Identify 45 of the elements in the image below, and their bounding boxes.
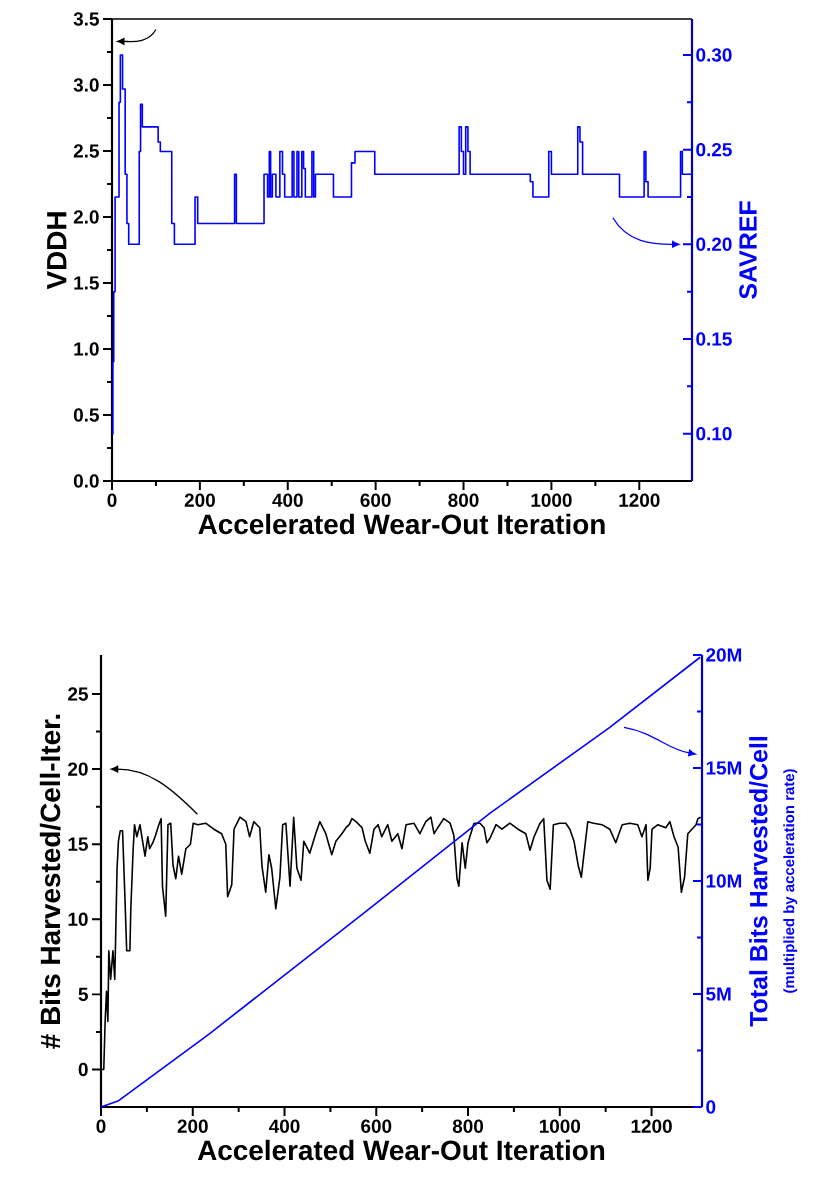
y2-tick-label: 10M	[706, 874, 742, 888]
y-tick-label: 0	[78, 1062, 88, 1077]
x-tick-label: 800	[452, 1119, 484, 1133]
y2-tick-label: 0.10	[696, 426, 732, 441]
y2-tick-label: 0.30	[696, 48, 732, 62]
y-axis-title: VDDH	[47, 212, 67, 290]
y2-tick-label: 20M	[706, 648, 742, 662]
y-tick-label: 0.0	[73, 474, 99, 488]
x-tick-label: 1000	[539, 1119, 581, 1133]
line-series	[100, 656, 701, 1108]
y-tick-label: 2.0	[73, 210, 99, 224]
x-axis-title: Accelerated Wear-Out Iteration	[197, 1139, 605, 1161]
y2-axis-title: SAVREF	[739, 201, 757, 299]
y-tick-label: 0.5	[73, 408, 99, 422]
y-tick-label: 15	[68, 837, 88, 851]
x-tick-label: 400	[272, 493, 303, 507]
x-axis-title: Accelerated Wear-Out Iteration	[198, 513, 605, 535]
y-tick-label: 10	[68, 912, 88, 926]
y-tick-label: 20	[68, 762, 88, 776]
x-tick-label: 200	[177, 1119, 208, 1133]
y-axis-title: # Bits Harvested/Cell-Iter.	[39, 714, 61, 1049]
x-tick-label: 600	[361, 1119, 392, 1133]
x-tick-label: 1000	[531, 493, 572, 507]
y2-axis-title: Total Bits Harvested/Cell	[749, 737, 768, 1027]
y2-tick-label: 5M	[706, 987, 731, 1001]
y2-tick-label: 0.25	[696, 142, 732, 157]
x-tick-label: 400	[269, 1119, 300, 1133]
x-tick-label: 200	[184, 493, 215, 507]
y-tick-label: 3.0	[73, 78, 99, 92]
x-tick-label: 1200	[619, 493, 660, 507]
x-tick-label: 800	[448, 493, 479, 507]
y2-tick-label: 15M	[706, 761, 742, 775]
text: (multiplied by acceleration rate)	[783, 769, 798, 993]
y2-tick-label: 0	[706, 1100, 716, 1114]
y2-tick-label: 0.20	[696, 237, 732, 252]
y-tick-label: 5	[78, 987, 88, 1001]
x-tick-label: 1200	[631, 1119, 672, 1133]
y-tick-label: 1.5	[74, 276, 99, 290]
y-tick-label: 2.5	[73, 144, 99, 158]
y-tick-label: 3.5	[73, 12, 99, 26]
y2-tick-label: 0.15	[696, 332, 732, 346]
x-tick-label: 0	[107, 493, 117, 507]
y-tick-label: 1.0	[74, 342, 99, 356]
y-tick-label: 25	[68, 687, 88, 701]
x-tick-label: 600	[360, 493, 391, 507]
